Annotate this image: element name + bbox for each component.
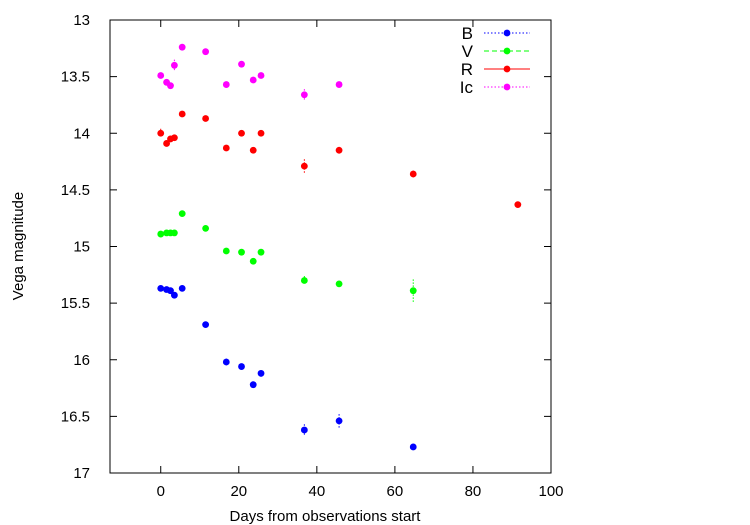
legend-label: Ic [460,78,474,97]
data-point [335,417,343,425]
data-point [335,81,343,88]
data-point [514,201,522,208]
data-point [335,280,343,288]
data-point [178,210,186,218]
data-point [300,91,308,99]
data-point [167,287,174,295]
data-point [222,81,230,88]
x-tick-labels: 0 20 40 60 80 100 [157,483,564,500]
data-point [257,129,265,137]
data-point [157,129,165,137]
data-point [202,48,210,56]
data-point [222,358,230,366]
legend-marker [503,83,511,91]
data-point [335,146,343,154]
data-point [238,363,245,370]
data-point [170,134,178,142]
y-tick-label: 15 [73,239,90,256]
x-tick-label: 0 [157,483,165,500]
data-point [409,170,417,178]
data-point [257,248,265,256]
y-tick-labels: 13 13.5 14 14.5 15 15.5 16 16.5 17 [61,12,90,482]
legend-label: B [462,24,473,43]
y-tick-label: 15.5 [61,295,90,312]
data-point [178,285,186,292]
x-tick-label: 40 [308,483,325,500]
data-point [300,426,308,434]
x-tick-label: 60 [387,483,404,500]
data-point [170,229,178,237]
legend-marker [503,47,511,55]
data-point [167,82,174,90]
data-point [163,140,170,147]
data-point [178,43,186,51]
data-point [300,162,308,170]
axis-ticks [110,19,552,474]
data-point [178,110,186,118]
legend-marker [503,29,511,37]
x-tick-label: 80 [465,483,482,500]
y-tick-label: 16.5 [61,408,90,425]
x-tick-label: 20 [230,483,247,500]
data-point [238,60,245,68]
data-point [202,115,210,122]
x-axis-label: Days from observations start [230,508,422,525]
series-b [157,285,417,451]
data-series [157,43,522,451]
legend-marker [503,65,511,73]
y-axis-label: Vega magnitude [10,192,27,300]
x-tick-label: 100 [538,483,563,500]
data-point [249,257,257,265]
y-tick-label: 13.5 [61,69,90,86]
series-r [157,110,522,208]
data-point [202,321,210,329]
data-point [249,381,257,389]
y-tick-label: 17 [73,465,90,482]
data-point [157,72,165,79]
data-point [157,230,165,238]
data-point [300,277,308,284]
legend-label: V [462,42,474,61]
y-tick-label: 14 [73,125,90,142]
data-point [409,287,417,295]
data-point [257,369,265,377]
data-point [257,72,265,79]
data-point [238,129,245,137]
legend-label: R [461,60,473,79]
data-point [249,76,257,84]
y-tick-label: 13 [73,12,90,29]
data-point [409,443,417,451]
y-tick-label: 16 [73,352,90,369]
data-point [222,144,230,152]
plot-frame [109,19,552,474]
data-point [249,146,257,154]
data-point [202,224,210,232]
data-point [238,248,245,256]
series-v [157,210,417,302]
y-tick-label: 14.5 [61,182,90,199]
series-ic [157,43,343,101]
data-point [157,285,165,292]
data-point [222,247,230,255]
data-point [170,291,178,299]
data-point [170,61,178,69]
